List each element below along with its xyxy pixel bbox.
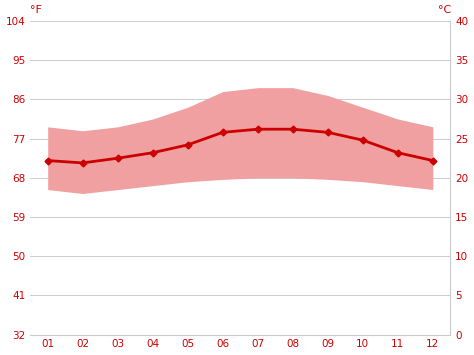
- Text: °F: °F: [30, 5, 42, 15]
- Text: °C: °C: [438, 5, 451, 15]
